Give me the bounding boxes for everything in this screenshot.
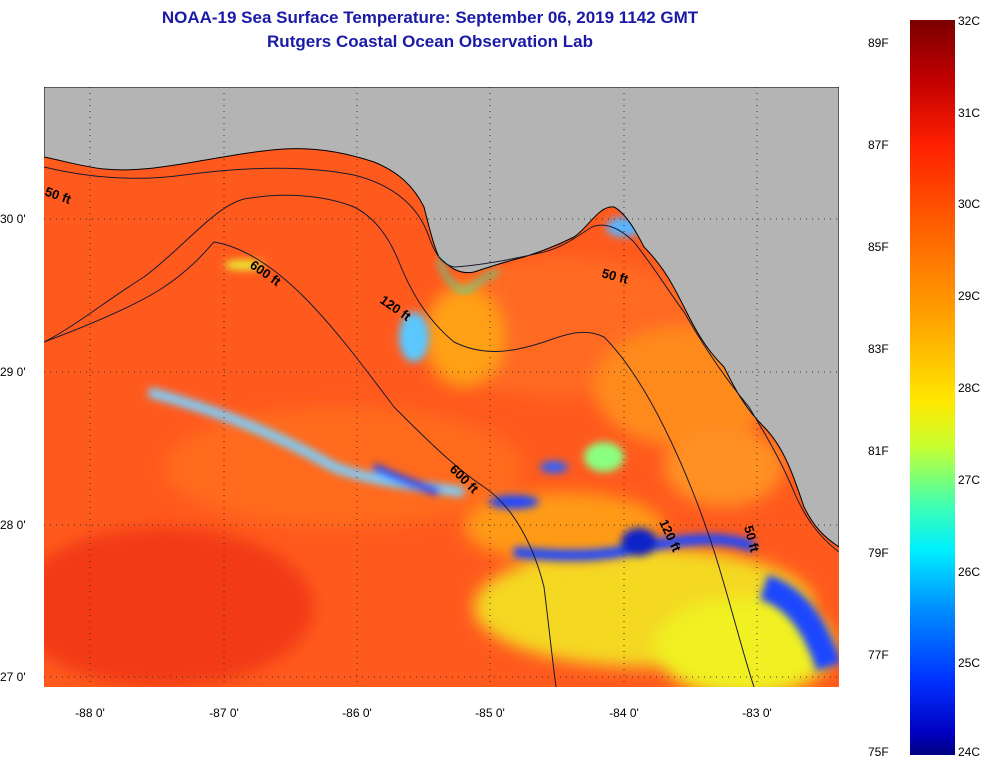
chart-title: NOAA-19 Sea Surface Temperature: Septemb… [161, 8, 699, 27]
temperature-colorbar [910, 20, 955, 755]
colorbar-f-label: 77F [868, 648, 889, 662]
colorbar-f-label: 75F [868, 745, 889, 759]
graticule [44, 87, 839, 687]
colorbar-c-label: 29C [958, 289, 981, 303]
lon-label: -84 0' [609, 706, 639, 720]
colorbar-c-label: 32C [958, 14, 981, 28]
colorbar-f-label: 85F [868, 240, 889, 254]
colorbar-c-label: 28C [958, 381, 981, 395]
contour-label: 50 ft [600, 265, 630, 287]
colorbar-f-label: 81F [868, 444, 889, 458]
coastal-fringe [437, 258, 500, 295]
lon-label: -87 0' [209, 706, 239, 720]
colorbar-f-label: 79F [868, 546, 889, 560]
contour-label: 50 ft [741, 524, 763, 554]
sst-map: 50 ft 600 ft 120 ft 50 ft 600 ft 120 ft … [44, 87, 839, 687]
lon-label: -85 0' [475, 706, 505, 720]
lat-label: 28 0' [0, 518, 26, 532]
lat-label: 30 0' [0, 212, 26, 226]
colorbar-f-label: 83F [868, 342, 889, 356]
colorbar-c-label: 30C [958, 197, 981, 211]
chart-subtitle: Rutgers Coastal Ocean Observation Lab [267, 32, 593, 51]
colorbar-c-label: 27C [958, 473, 981, 487]
colorbar-c-label: 26C [958, 565, 981, 579]
cold-filaments [147, 217, 839, 672]
lat-label: 27 0' [0, 670, 26, 684]
sst-pattern [44, 257, 834, 687]
lon-label: -83 0' [742, 706, 772, 720]
land-mass [44, 87, 839, 548]
colorbar-f-label: 87F [868, 138, 889, 152]
lat-label: 29 0' [0, 365, 26, 379]
lon-label: -86 0' [342, 706, 372, 720]
colorbar-c-label: 24C [958, 745, 981, 759]
colorbar-c-label: 25C [958, 656, 981, 670]
lon-label: -88 0' [75, 706, 105, 720]
colorbar-c-label: 31C [958, 106, 981, 120]
colorbar-f-label: 89F [868, 36, 889, 50]
